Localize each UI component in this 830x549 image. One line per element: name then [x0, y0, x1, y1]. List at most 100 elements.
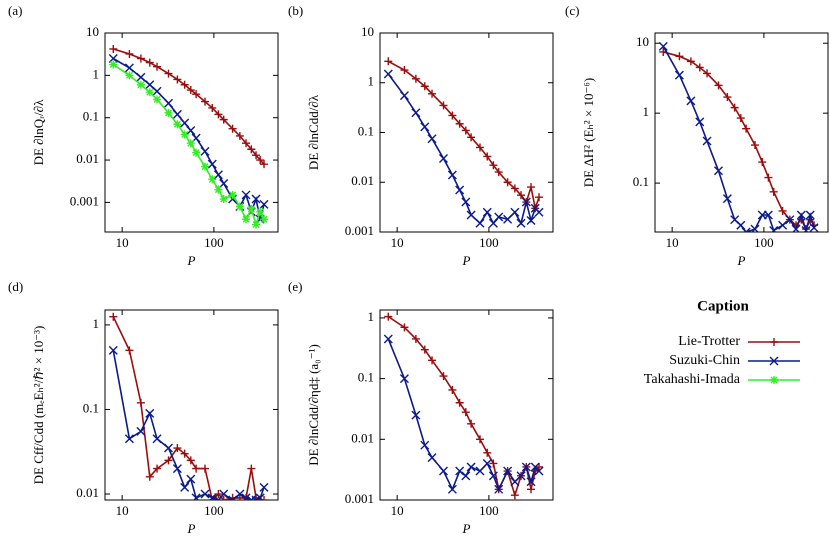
data-point — [535, 193, 544, 202]
data-point — [534, 207, 544, 217]
data-point — [384, 57, 393, 66]
plot-frame — [104, 32, 279, 233]
data-point — [125, 49, 134, 58]
data-point — [207, 159, 217, 169]
y-tick-label: 1 — [643, 104, 650, 119]
data-point — [736, 114, 745, 123]
panel-label: (e) — [288, 279, 302, 294]
data-point — [482, 458, 492, 468]
data-point — [801, 226, 811, 232]
legend-label: Lie-Trotter — [678, 334, 740, 349]
data-point — [730, 103, 739, 112]
data-point — [516, 218, 526, 228]
series-line — [387, 315, 540, 498]
y-tick-label: 0.1 — [633, 174, 649, 189]
y-axis-label: DE ΔH² (Eₕ² × 10⁻⁶) — [581, 78, 596, 187]
data-point — [247, 145, 256, 154]
data-point — [809, 223, 819, 232]
data-point — [145, 58, 154, 67]
data-point — [124, 63, 134, 73]
y-tick-label: 1 — [93, 66, 100, 81]
data-point — [399, 91, 409, 101]
data-point — [109, 312, 118, 321]
data-point — [750, 224, 760, 232]
y-tick-label: 0.001 — [345, 223, 374, 238]
x-tick-label: 10 — [391, 503, 404, 518]
data-point — [535, 462, 544, 471]
data-point — [428, 89, 437, 98]
y-tick-label: 0.001 — [70, 193, 99, 208]
y-tick-label: 0.1 — [358, 370, 374, 385]
data-point — [186, 474, 196, 484]
data-point — [447, 484, 457, 494]
data-point — [778, 206, 787, 215]
series-line — [113, 48, 265, 165]
x-axis-label: P — [462, 521, 471, 536]
data-point — [675, 52, 684, 61]
data-point — [208, 175, 217, 184]
panel-label: (b) — [288, 3, 303, 18]
data-point — [252, 151, 261, 160]
data-point — [447, 170, 457, 180]
data-point — [186, 125, 196, 135]
data-point — [758, 158, 767, 167]
data-point — [494, 484, 504, 494]
data-point — [796, 210, 806, 220]
data-point — [503, 178, 512, 187]
y-tick-label: 0.1 — [358, 123, 374, 138]
data-point — [200, 489, 210, 499]
data-point — [153, 464, 162, 473]
y-tick-label: 10 — [636, 34, 649, 49]
plot-area — [383, 312, 544, 500]
data-point — [242, 139, 251, 148]
data-point — [742, 124, 751, 133]
x-tick-label: 100 — [204, 503, 224, 518]
data-point — [527, 485, 536, 494]
data-point — [695, 117, 705, 127]
panel-label: (c) — [565, 3, 579, 18]
data-point — [383, 334, 393, 344]
data-point — [152, 86, 162, 96]
data-point — [180, 130, 189, 139]
series-line — [112, 316, 265, 500]
data-point — [420, 440, 430, 450]
data-point — [439, 101, 448, 110]
y-tick-label: 0.1 — [83, 400, 99, 415]
data-point — [153, 95, 162, 104]
data-point — [686, 96, 696, 106]
data-point — [510, 491, 519, 500]
x-tick-label: 10 — [116, 503, 129, 518]
data-point — [658, 41, 668, 51]
data-point — [173, 75, 182, 84]
data-point — [494, 212, 504, 222]
x-axis-label: P — [462, 253, 471, 268]
data-point — [219, 195, 228, 204]
data-point — [251, 194, 261, 204]
panel-label: (d) — [8, 279, 23, 294]
data-point — [805, 210, 815, 220]
data-point — [228, 190, 237, 199]
data-point — [467, 419, 476, 428]
data-point — [466, 462, 476, 472]
data-point — [152, 434, 162, 444]
data-point — [124, 434, 134, 444]
plot-frame — [379, 32, 554, 233]
data-point — [736, 220, 746, 230]
data-point — [219, 489, 229, 499]
data-point — [256, 207, 265, 216]
data-point — [475, 218, 485, 228]
data-point — [383, 69, 393, 79]
data-point — [213, 170, 223, 180]
data-point — [260, 215, 269, 224]
y-tick-label: 0.01 — [351, 430, 374, 445]
data-point — [400, 323, 409, 332]
data-point — [461, 408, 470, 417]
data-point — [145, 472, 154, 481]
data-point — [260, 496, 269, 500]
data-point — [191, 493, 201, 500]
x-tick-label: 100 — [479, 235, 499, 250]
data-point — [483, 152, 492, 161]
data-point — [180, 80, 189, 89]
